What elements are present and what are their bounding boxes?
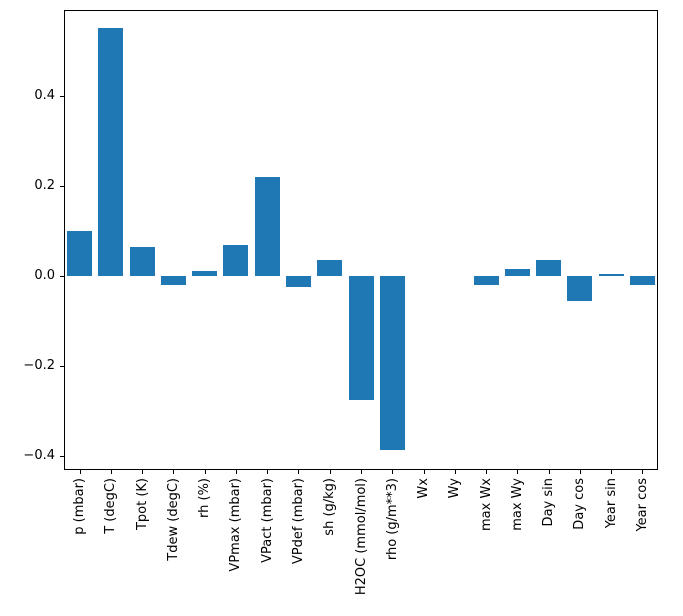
x-tick-mark (454, 470, 456, 474)
x-tick-label: Tdew (degC) (165, 478, 181, 561)
bar (629, 276, 655, 286)
x-tick-label: Wx (416, 478, 432, 499)
y-tick-mark (60, 185, 64, 187)
bar (223, 245, 249, 277)
plot-area (64, 10, 658, 470)
x-tick-label: Day sin (541, 478, 557, 527)
x-tick-mark (392, 470, 394, 474)
bar (473, 276, 499, 286)
bar (379, 276, 405, 450)
y-tick-label: 0.2 (34, 177, 55, 193)
x-tick-label: Year cos (634, 478, 650, 532)
bar (67, 230, 93, 277)
bar (160, 276, 186, 286)
x-tick-label: rh (%) (197, 478, 213, 518)
x-tick-mark (298, 470, 300, 474)
x-tick-mark (517, 470, 519, 474)
x-tick-label: sh (g/kg) (322, 478, 338, 536)
x-tick-label: VPact (mbar) (259, 478, 275, 563)
bar (192, 270, 218, 277)
y-tick-mark (60, 95, 64, 97)
x-tick-mark (611, 470, 613, 474)
x-tick-mark (642, 470, 644, 474)
x-tick-label: H2OC (mmol/mol) (353, 478, 369, 596)
x-tick-mark (173, 470, 175, 474)
x-tick-mark (79, 470, 81, 474)
x-tick-label: Year sin (603, 478, 619, 529)
x-tick-mark (267, 470, 269, 474)
bar (348, 276, 374, 401)
bar (598, 273, 624, 277)
x-tick-mark (579, 470, 581, 474)
bar (98, 28, 124, 277)
x-tick-mark (235, 470, 237, 474)
y-tick-label: −0.4 (23, 448, 55, 464)
x-tick-mark (361, 470, 362, 474)
bar (129, 246, 155, 277)
bar (536, 260, 562, 277)
x-tick-label: Tpot (K) (134, 478, 150, 531)
x-tick-label: VPdef (mbar) (290, 478, 306, 565)
x-tick-label: VPmax (mbar) (228, 478, 244, 572)
y-tick-label: 0.0 (34, 268, 55, 284)
x-tick-mark (110, 470, 112, 474)
x-tick-label: p (mbar) (72, 478, 88, 535)
y-tick-mark (60, 276, 64, 278)
y-tick-mark (60, 366, 64, 368)
bar (504, 269, 530, 277)
y-tick-label: −0.2 (23, 358, 55, 374)
bar (285, 276, 311, 288)
x-tick-mark (329, 470, 331, 474)
y-tick-mark (60, 456, 64, 458)
y-tick-label: 0.4 (34, 87, 55, 103)
bar (567, 276, 593, 301)
x-tick-mark (486, 470, 488, 474)
x-tick-label: max Wx (478, 478, 494, 532)
x-tick-mark (204, 470, 206, 474)
x-tick-mark (423, 470, 425, 474)
x-tick-label: max Wy (509, 478, 525, 531)
x-tick-label: Day cos (572, 478, 588, 530)
x-tick-mark (548, 470, 550, 474)
bar (254, 176, 280, 277)
x-tick-label: T (degC) (103, 478, 119, 534)
bar (317, 260, 343, 277)
x-tick-mark (142, 470, 144, 474)
x-tick-label: Wy (447, 478, 463, 499)
x-tick-label: rho (g/m**3) (384, 478, 400, 561)
